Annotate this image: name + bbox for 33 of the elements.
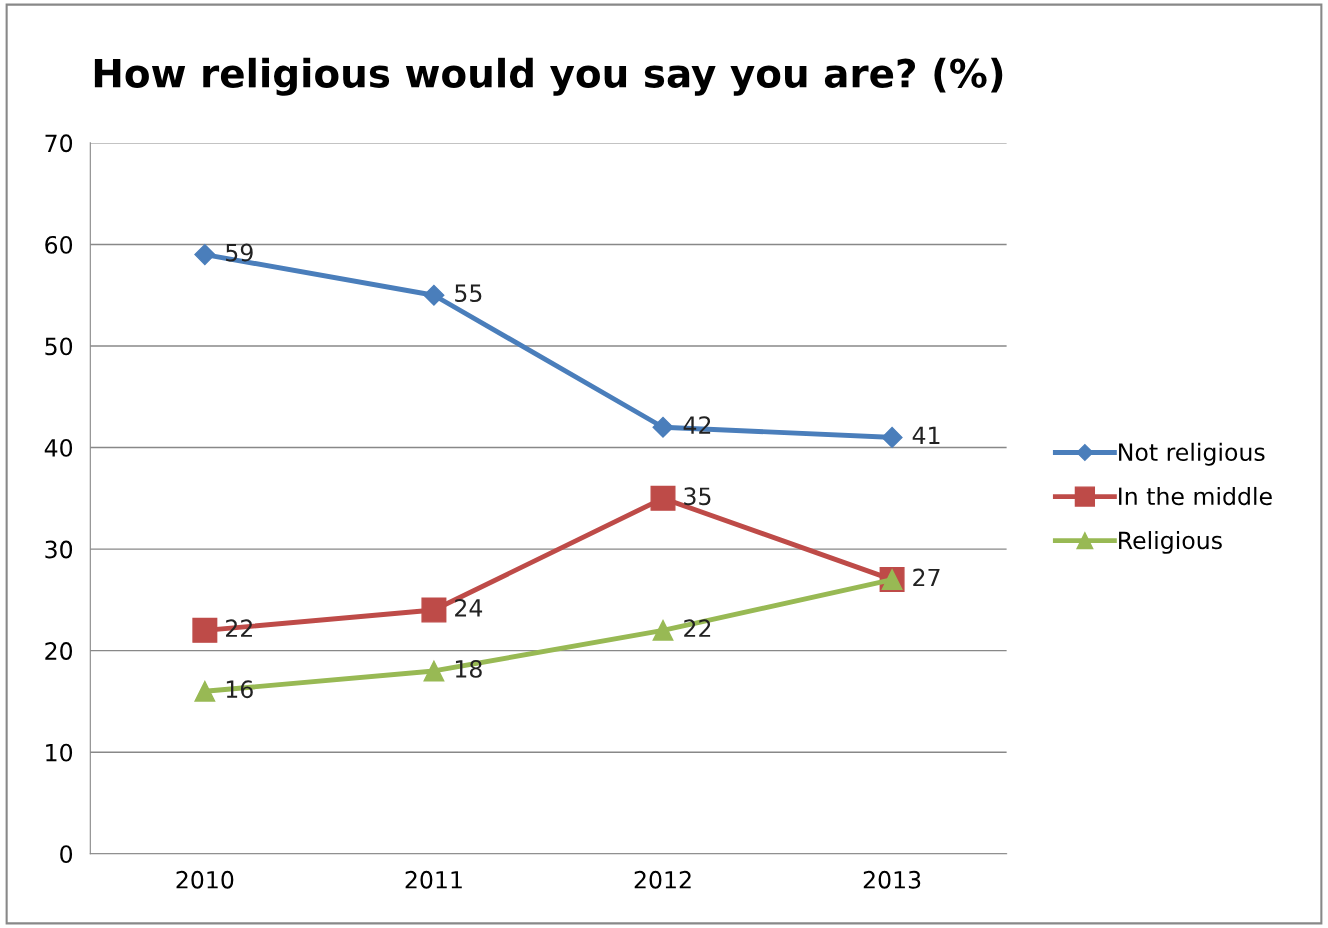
y-tick-label: 20 [45, 642, 73, 660]
data-label: 41 [912, 426, 940, 444]
data-label: 16 [226, 680, 253, 699]
data-label: 55 [455, 284, 482, 303]
y-tick-label: 60 [45, 235, 73, 254]
point [192, 617, 218, 643]
y-tick-label: 10 [46, 743, 73, 762]
data-label: 24 [455, 599, 483, 617]
y-tick-label: 30 [45, 540, 73, 559]
y-tick-label: 0 [60, 845, 73, 864]
x-tick-label: 2013 [863, 870, 921, 889]
point [423, 660, 445, 682]
y-tick-label: 50 [45, 337, 73, 356]
point [881, 426, 903, 448]
legend-label: Religious [1119, 531, 1222, 554]
point [421, 597, 447, 623]
point [194, 680, 216, 702]
data-label: 35 [684, 487, 711, 506]
legend-label: In the middle [1119, 486, 1272, 506]
point [650, 485, 676, 511]
data-label: 59 [226, 243, 253, 262]
x-tick-label: 2011 [405, 870, 462, 889]
x-tick-label: 2012 [634, 870, 691, 889]
x-tick-label: 2010 [176, 870, 234, 889]
point [194, 244, 216, 266]
point [423, 284, 445, 306]
y-tick-label: 40 [44, 439, 73, 457]
data-label: 27 [913, 568, 940, 587]
point [652, 416, 674, 438]
legend-label: Not religious [1119, 442, 1265, 466]
chart-title: How religious would you say you are? (%) [94, 57, 1003, 96]
y-tick-label: 70 [45, 134, 73, 153]
point [652, 619, 674, 641]
